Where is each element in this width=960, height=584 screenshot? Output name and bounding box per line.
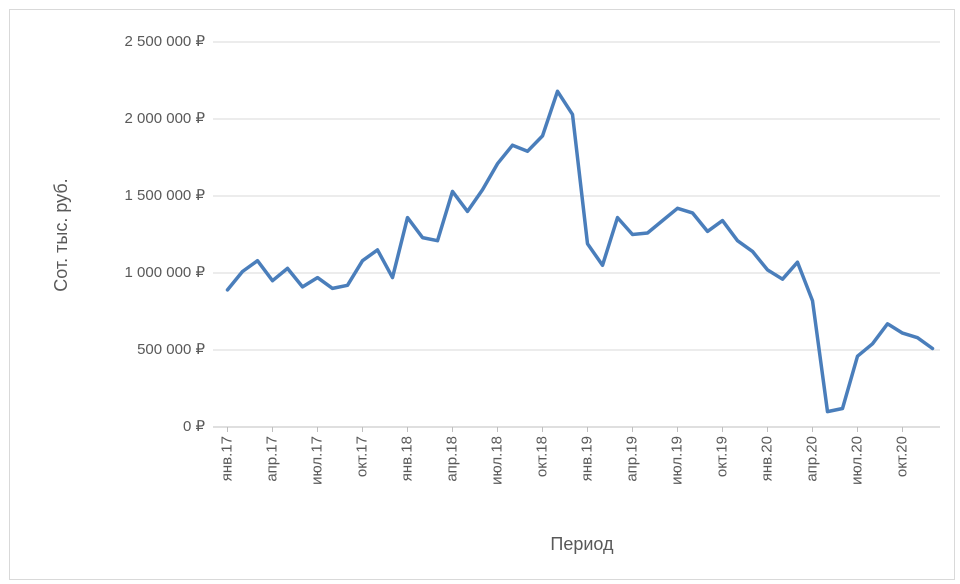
x-tick-label: июл.19 — [668, 436, 685, 485]
x-tick-label: окт.19 — [713, 436, 730, 477]
y-tick-label: 1 000 000 ₽ — [125, 264, 206, 281]
x-tick-label: апр.17 — [263, 436, 280, 482]
x-tick-label: окт.18 — [533, 436, 550, 477]
y-axis-title: Сот. тыс. руб. — [51, 178, 71, 291]
x-axis-title: Период — [550, 534, 614, 554]
x-tick-label: июл.20 — [848, 436, 865, 485]
y-tick-label: 2 000 000 ₽ — [125, 110, 206, 127]
x-tick-label: окт.20 — [893, 436, 910, 477]
chart-frame — [9, 9, 955, 580]
x-tick-label: апр.19 — [623, 436, 640, 482]
y-tick-label: 2 500 000 ₽ — [125, 33, 206, 50]
x-tick-label: янв.20 — [758, 436, 775, 481]
y-tick-label: 0 ₽ — [183, 418, 206, 435]
x-tick-label: апр.18 — [443, 436, 460, 482]
x-tick-label: июл.18 — [488, 436, 505, 485]
y-tick-label: 1 500 000 ₽ — [125, 187, 206, 204]
x-tick-label: июл.17 — [308, 436, 325, 485]
x-tick-label: апр.20 — [803, 436, 820, 482]
x-tick-label: янв.19 — [578, 436, 595, 481]
x-tick-label: окт.17 — [353, 436, 370, 477]
data-line — [225, 89, 935, 414]
y-tick-label: 500 000 ₽ — [137, 341, 205, 358]
x-tick-label: янв.18 — [398, 436, 415, 481]
x-tick-label: янв.17 — [218, 436, 235, 481]
